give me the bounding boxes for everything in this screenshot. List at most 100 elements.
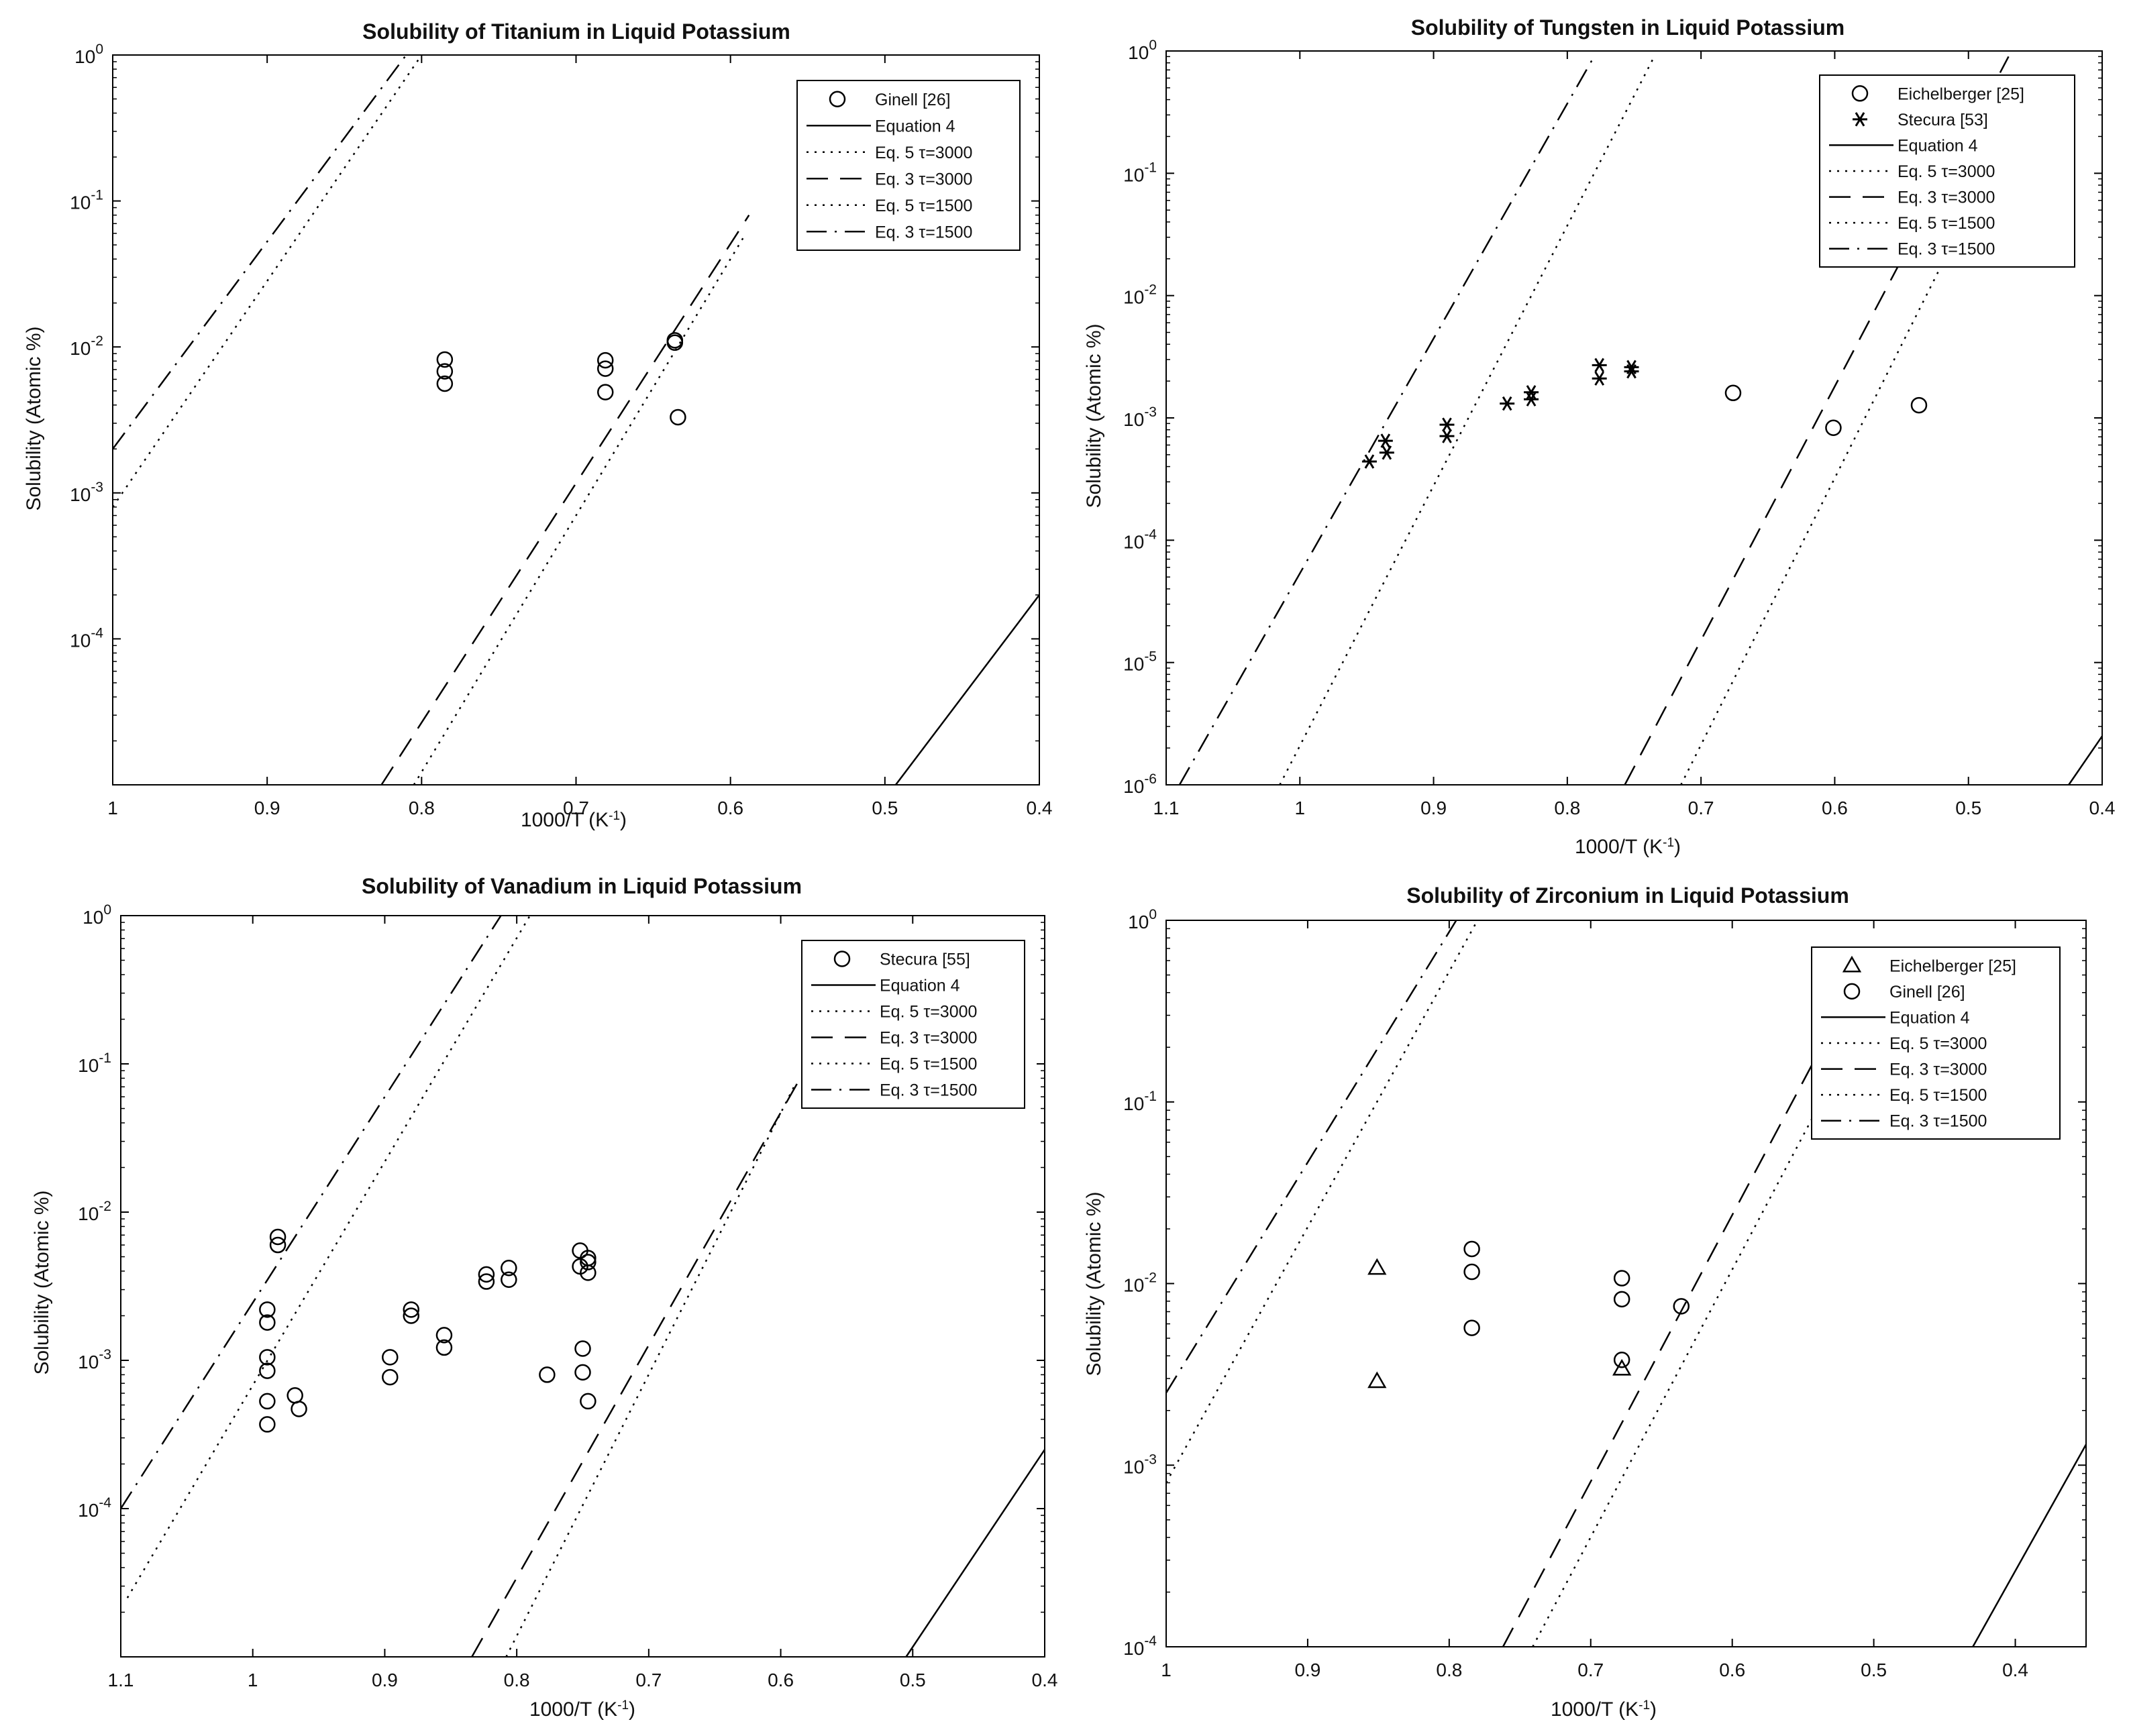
legend-label: Eq. 3 τ=3000 [875,170,972,188]
x-axis-label-superscript: -1 [617,1698,629,1713]
line-eq-5-1500 [126,916,531,1598]
data-point-circle [574,1340,591,1357]
tungsten-chart: Solubility of Tungsten in Liquid Potassi… [1083,15,2115,858]
x-tick-label: 0.8 [1554,798,1580,818]
y-tick-exponent: -4 [1144,527,1157,542]
line-equation-4 [894,594,1039,785]
legend-box [1811,946,2061,1140]
data-point-asterisk [1592,371,1607,386]
data-point-circle [580,1393,596,1410]
y-tick-label: 100 [83,902,111,928]
line-equation-4 [1972,1444,2086,1647]
y-tick-exponent: -3 [99,1347,111,1362]
model-lines [113,55,1039,785]
y-tick-label: 10-4 [1123,1633,1157,1659]
data-point-circle [382,1349,399,1366]
data-point-circle [259,1349,276,1366]
data-point-asterisk [1592,358,1607,373]
x-tick-label: 0.5 [1955,798,1981,818]
data-point-circle [596,384,614,400]
legend-label: Eq. 3 τ=1500 [875,223,972,241]
y-tick-exponent: -3 [91,480,103,495]
x-tick-label: 0.6 [1719,1660,1745,1680]
data-points [1367,1240,1690,1389]
y-tick-exponent: 0 [103,902,111,918]
chart-title: Solubility of Tungsten in Liquid Potassi… [1411,15,1845,40]
y-tick-base: 10 [1123,409,1144,430]
y-tick-exponent: -1 [99,1050,111,1066]
y-tick-exponent: -2 [1144,1270,1157,1286]
y-tick-base: 10 [1123,654,1144,675]
data-point-circle [666,334,684,351]
y-tick-exponent: -3 [1144,1452,1157,1467]
data-point-asterisk [1439,417,1455,432]
legend-marker-circle [1851,85,1869,102]
x-tick-label: 0.8 [504,1670,530,1690]
x-axis-label-main: 1000/T (K [1551,1698,1639,1721]
y-tick-exponent: 0 [1149,907,1157,922]
x-tick-label: 0.7 [563,798,589,818]
x-axis-label-superscript: -1 [1663,836,1674,850]
zirconium-chart: Solubility of Zirconium in Liquid Potass… [1083,883,2087,1721]
y-axis-label: Solubility (Atomic %) [1083,1191,1105,1376]
x-tick-label: 1 [248,1670,258,1690]
legend: Ginell [26] Equation 4 Eq. 5 τ=3000 Eq. 3 τ… [796,80,1021,251]
data-points [436,332,686,426]
line-eq-5-3000 [1532,948,1903,1647]
data-point-circle [382,1368,399,1386]
x-tick-label: 1 [1294,798,1305,818]
legend-label: Eq. 3 τ=1500 [880,1081,977,1100]
data-point-circle [501,1260,517,1277]
chart-title: Solubility of Vanadium in Liquid Potassi… [362,874,802,898]
y-tick-base: 10 [1123,776,1144,797]
y-tick-label: 10-2 [78,1199,111,1224]
data-point-circle [1613,1352,1630,1368]
legend-label: Eq. 3 τ=3000 [1898,188,1995,207]
x-tick-label: 0.6 [717,798,743,818]
y-tick-base: 10 [1123,164,1144,185]
x-tick-label: 0.4 [2002,1660,2028,1680]
data-point-asterisk [1624,364,1639,379]
x-tick-label: 1 [1161,1660,1172,1680]
y-tick-base: 10 [70,338,91,359]
y-tick-base: 10 [1123,531,1144,552]
x-tick-labels: 1 0.9 0.8 0.7 0.6 0.5 0.4 [1161,920,2028,1680]
x-axis-label-main: 1000/T (K [1575,836,1663,858]
y-tick-base: 10 [70,630,91,651]
y-tick-exponent: -3 [1144,404,1157,420]
legend-label: Eq. 5 τ=1500 [880,1055,977,1074]
x-axis-label-main: 1000/T (K [529,1698,617,1721]
x-tick-label: 0.6 [1822,798,1848,818]
x-tick-label: 0.9 [372,1670,398,1690]
model-lines [1166,920,2086,1647]
x-axis-label-end: ) [1674,836,1681,858]
y-tick-exponent: -6 [1144,771,1157,787]
data-point-circle [259,1362,276,1379]
x-axis-label: 1000/T (K-1) [1551,1698,1657,1721]
y-tick-exponent: -1 [1144,1089,1157,1104]
data-point-circle [259,1416,276,1433]
data-point-circle [403,1301,420,1318]
asterisk-stroke [1442,429,1452,443]
data-points [1361,358,1928,469]
asterisk-stroke [1594,358,1605,373]
legend-label: Ginell [26] [1889,983,1965,1001]
data-point-circle [501,1271,517,1289]
x-tick-label: 0.5 [872,798,898,818]
asterisk-stroke [1442,417,1452,432]
asterisk-stroke [1594,371,1605,386]
y-tick-exponent: -2 [99,1199,111,1214]
y-tick-base: 10 [1123,1456,1144,1477]
legend-label: Stecura [55] [880,951,970,969]
y-tick-label: 10-3 [1123,1452,1157,1477]
x-tick-label: 0.9 [254,798,280,818]
legend-marker-asterisk [1853,112,1867,127]
data-point-circle [259,1301,276,1318]
data-point-circle [269,1236,287,1254]
data-point-asterisk [1439,429,1455,443]
data-point-asterisk [1500,396,1515,411]
legend-label: Equation 4 [1898,136,1978,155]
